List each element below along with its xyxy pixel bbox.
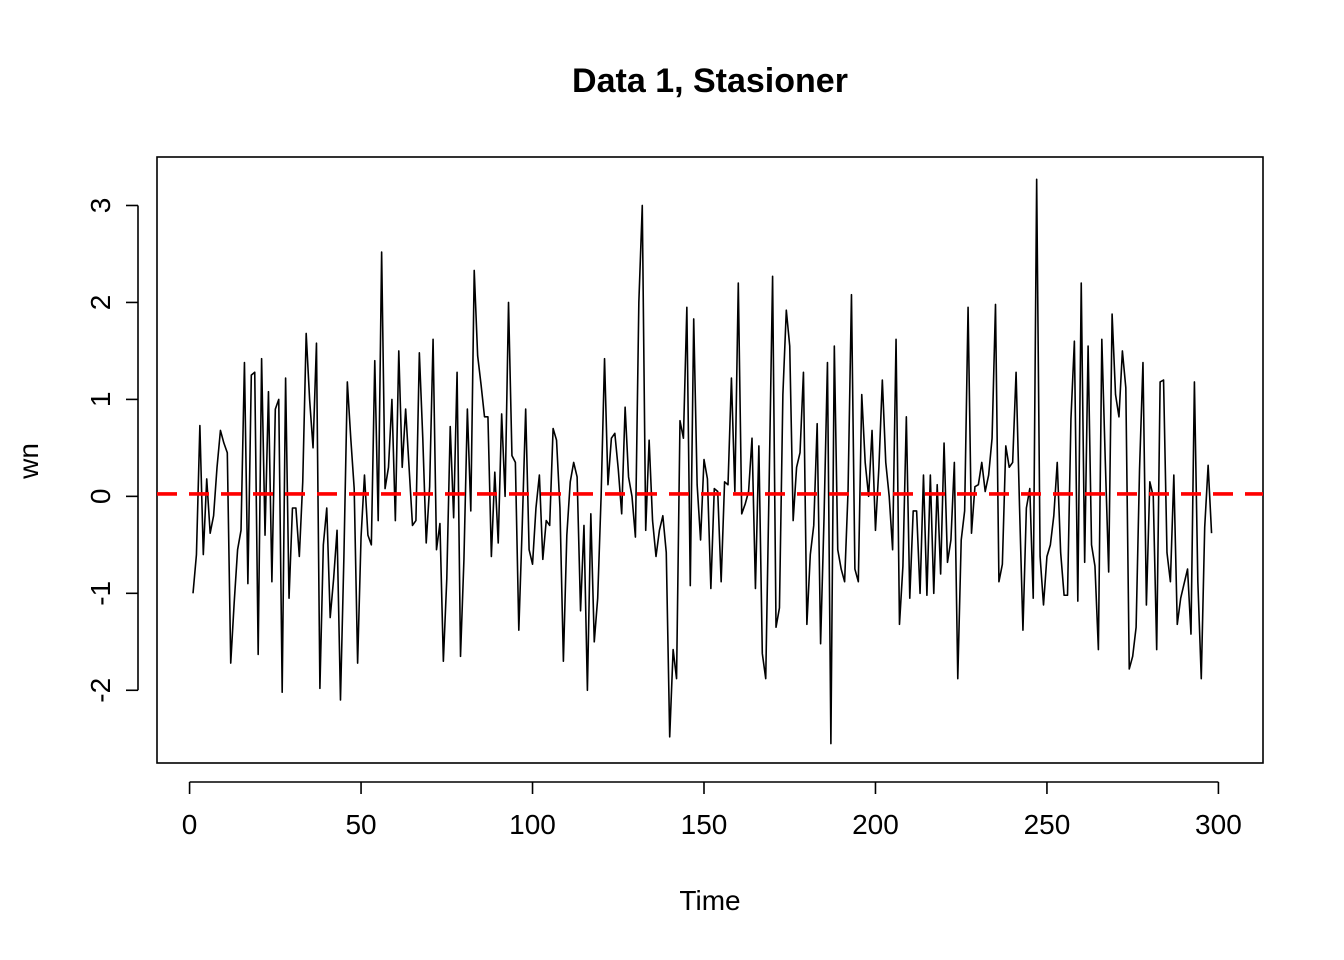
y-axis-label: wn xyxy=(13,443,44,480)
y-axis: -2 -1 0 1 2 3 xyxy=(85,198,139,703)
series-line-wn xyxy=(192,178,1213,745)
x-axis-label: Time xyxy=(679,885,740,916)
x-tick-label: 50 xyxy=(345,809,376,840)
y-tick-label: -2 xyxy=(85,678,116,703)
y-tick-label: 0 xyxy=(85,489,116,505)
x-tick-label: 150 xyxy=(681,809,728,840)
y-tick-label: -1 xyxy=(85,581,116,606)
x-tick-label: 0 xyxy=(182,809,198,840)
x-tick-label: 100 xyxy=(509,809,556,840)
x-axis: 0 50 100 150 200 250 300 xyxy=(182,781,1242,840)
plot-area xyxy=(157,178,1263,745)
plot-frame xyxy=(156,156,1264,764)
y-tick-label: 2 xyxy=(85,295,116,311)
y-tick-label: 3 xyxy=(85,198,116,214)
x-tick-label: 300 xyxy=(1195,809,1242,840)
y-tick-label: 1 xyxy=(85,392,116,408)
x-tick-label: 250 xyxy=(1024,809,1071,840)
x-tick-label: 200 xyxy=(852,809,899,840)
chart-title: Data 1, Stasioner xyxy=(572,62,848,100)
